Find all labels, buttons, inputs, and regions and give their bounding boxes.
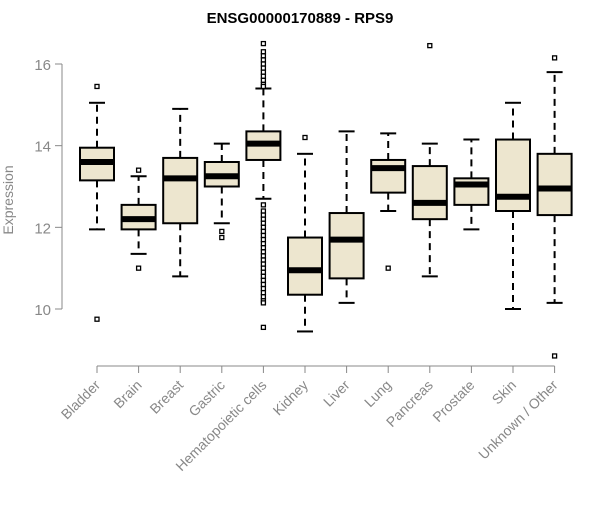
outlier-point	[260, 40, 267, 47]
x-tick-label: Breast	[146, 377, 186, 417]
y-tick-label: 14	[34, 139, 51, 156]
outlier-point	[260, 49, 267, 55]
outlier-point	[260, 257, 267, 263]
outlier-point	[260, 290, 267, 296]
y-tick-label: 10	[34, 302, 51, 319]
outlier-point	[260, 281, 267, 288]
x-tick-label: Lung	[361, 377, 394, 410]
outlier-point	[260, 77, 267, 83]
box-group	[453, 138, 490, 231]
outlier-point	[94, 316, 100, 322]
box	[370, 158, 407, 194]
outlier-point	[260, 232, 267, 239]
outlier-point	[385, 265, 391, 271]
outlier-point	[94, 83, 100, 90]
box-group	[162, 107, 199, 278]
box-group	[120, 167, 157, 271]
outlier-point	[260, 269, 267, 275]
y-axis: 10 12 14 16	[34, 57, 63, 319]
outlier-point	[260, 324, 267, 331]
box-group	[495, 101, 531, 310]
outlier-point	[260, 216, 267, 222]
box-group	[245, 40, 282, 331]
x-tick-label: Bladder	[58, 377, 104, 423]
box	[162, 156, 199, 225]
x-tick-label: Kidney	[270, 377, 312, 419]
x-tick-label: Liver	[320, 377, 353, 410]
box	[536, 152, 573, 217]
x-tick-label: Brain	[110, 377, 144, 411]
outlier-point	[260, 228, 267, 235]
outlier-point	[260, 212, 267, 218]
box	[328, 212, 365, 280]
box-group	[411, 42, 448, 278]
y-tick-label: 16	[34, 57, 51, 74]
box-group	[287, 134, 323, 333]
outlier-point	[302, 134, 308, 141]
outlier-point	[260, 294, 267, 300]
outlier-point	[260, 202, 267, 208]
outlier-point	[260, 245, 267, 251]
box-group	[203, 142, 240, 241]
outlier-point	[135, 265, 142, 271]
outlier-point	[260, 300, 267, 306]
outlier-point	[260, 277, 267, 284]
outlier-point	[219, 228, 225, 235]
outlier-point	[551, 55, 558, 61]
outlier-point	[260, 265, 267, 271]
x-tick-label: Prostate	[429, 377, 477, 425]
outlier-point	[260, 273, 267, 279]
outlier-point	[427, 42, 433, 49]
x-tick-label: Unknown / Other	[475, 377, 561, 463]
outlier-point	[260, 57, 267, 63]
outlier-point	[260, 249, 267, 255]
outlier-point	[260, 65, 267, 71]
box-group	[370, 132, 407, 271]
outlier-point	[260, 73, 267, 79]
chart-title: ENSG00000170889 - RPS9	[207, 10, 394, 27]
outlier-point	[260, 261, 267, 267]
outlier-point	[260, 220, 267, 226]
y-axis-label: Expression	[0, 165, 16, 234]
x-tick-label: Skin	[489, 377, 520, 408]
outlier-point	[260, 208, 267, 214]
plot-area	[79, 40, 573, 359]
outlier-point	[219, 234, 225, 241]
outlier-point	[551, 353, 558, 359]
outlier-point	[260, 53, 267, 59]
y-tick-label: 12	[34, 220, 51, 237]
box-group	[79, 83, 115, 322]
outlier-point	[260, 241, 267, 247]
outlier-point	[260, 61, 267, 67]
box	[287, 236, 323, 296]
outlier-point	[260, 69, 267, 75]
box-group	[536, 55, 573, 359]
outlier-point	[260, 285, 267, 292]
box-group	[328, 130, 365, 304]
outlier-point	[260, 83, 267, 90]
box	[411, 165, 448, 221]
outlier-point	[260, 236, 267, 243]
outlier-point	[260, 224, 267, 230]
outlier-point	[260, 253, 267, 259]
box	[495, 138, 531, 213]
outlier-point	[135, 167, 142, 173]
